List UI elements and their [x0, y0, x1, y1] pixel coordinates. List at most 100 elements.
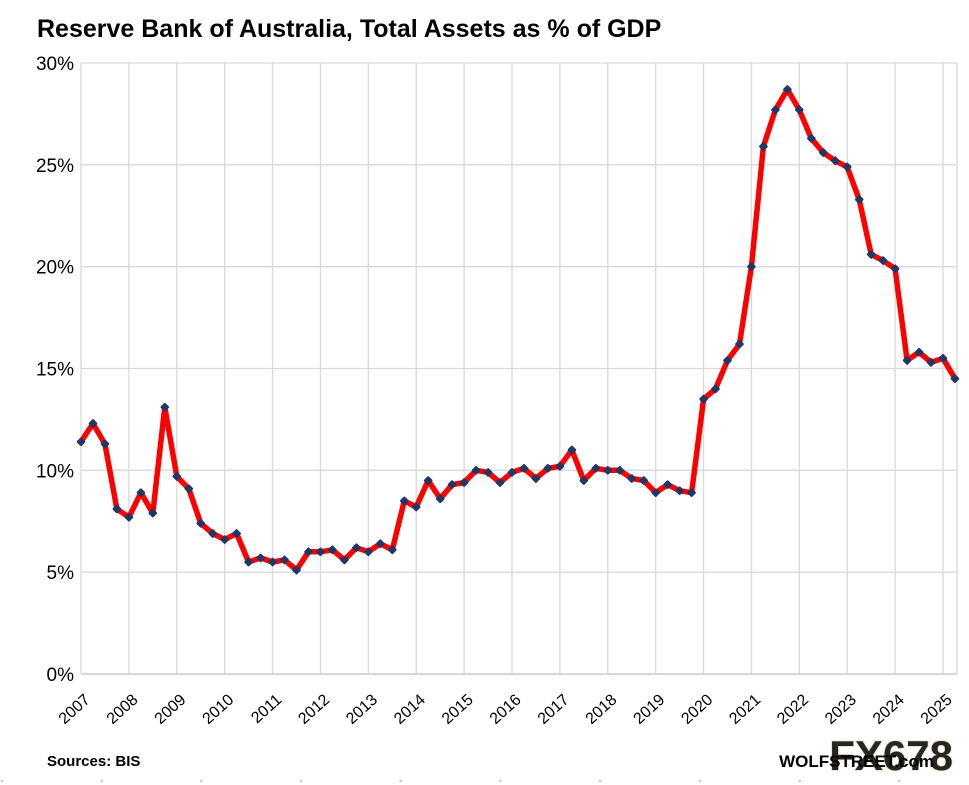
bottom-mark-dot — [299, 779, 303, 783]
data-point-marker — [543, 463, 553, 473]
x-tick-label: 2015 — [439, 691, 477, 728]
x-tick-label: 2017 — [535, 691, 573, 728]
data-point-marker — [555, 461, 565, 471]
y-tick-label: 5% — [47, 563, 75, 584]
bottom-mark-dot — [0, 779, 4, 783]
data-point-marker — [687, 488, 696, 498]
data-point-marker — [783, 85, 792, 94]
bottom-mark-dot — [200, 779, 203, 783]
data-point-marker — [938, 353, 948, 363]
data-point-marker — [507, 468, 517, 477]
branding-label: WOLFSTREET.com — [779, 752, 934, 771]
data-point-marker — [160, 402, 170, 412]
data-point-marker — [76, 437, 86, 447]
data-point-marker — [304, 547, 313, 557]
data-point-marker — [890, 264, 900, 274]
source-label: Sources: BIS — [47, 753, 140, 770]
data-point-marker — [399, 496, 409, 506]
data-point-marker — [136, 488, 146, 498]
data-point-marker — [950, 374, 960, 384]
data-line — [78, 86, 958, 573]
data-point-marker — [435, 494, 445, 504]
data-point-marker — [711, 384, 720, 394]
x-tick-label: 2012 — [295, 691, 333, 728]
data-point-marker — [172, 472, 182, 481]
data-series-layer — [76, 85, 960, 575]
x-tick-label: 2023 — [822, 691, 860, 728]
data-point-marker — [854, 195, 864, 204]
data-point-marker — [842, 162, 852, 172]
data-point-marker — [352, 543, 361, 553]
watermark-text: FX678 — [829, 732, 953, 779]
data-point-marker — [878, 256, 888, 265]
grid-layer — [80, 62, 958, 675]
bottom-tick-marks — [0, 779, 901, 783]
chart-title: Reserve Bank of Australia, Total Assets … — [37, 15, 661, 43]
data-point-marker — [567, 445, 577, 455]
data-point-marker — [818, 148, 828, 157]
data-point-marker — [184, 484, 194, 494]
data-point-marker — [447, 480, 457, 489]
bottom-mark-dot — [798, 779, 801, 783]
x-tick-label: 2009 — [152, 691, 190, 728]
bottom-mark-dot — [698, 779, 702, 783]
data-point-marker — [268, 557, 277, 567]
x-tick-label: 2024 — [870, 691, 908, 728]
x-tick-label: 2007 — [56, 691, 94, 728]
data-point-marker — [531, 474, 541, 483]
data-point-marker — [639, 476, 649, 485]
bottom-mark-dot — [897, 779, 901, 783]
data-point-marker — [759, 142, 768, 151]
data-point-marker — [375, 539, 385, 549]
data-point-marker — [914, 347, 924, 357]
y-tick-label: 0% — [47, 665, 75, 686]
bottom-mark-dot — [598, 779, 602, 783]
bottom-mark-dot — [399, 779, 403, 783]
data-point-marker — [100, 439, 110, 449]
data-point-marker — [926, 358, 936, 367]
data-point-marker — [627, 474, 637, 483]
data-point-marker — [196, 518, 206, 528]
x-tick-label: 2010 — [200, 691, 238, 728]
data-point-marker — [603, 465, 613, 475]
data-point-marker — [232, 529, 241, 538]
y-tick-label: 10% — [36, 461, 74, 482]
data-point-marker — [411, 502, 421, 512]
data-point-marker — [244, 557, 253, 567]
data-point-marker — [519, 463, 529, 473]
x-tick-label: 2016 — [487, 691, 525, 728]
data-point-marker — [902, 356, 912, 365]
data-point-marker — [723, 356, 732, 365]
data-point-marker — [651, 488, 661, 498]
data-point-marker — [471, 465, 481, 475]
data-point-marker — [830, 156, 840, 166]
data-point-marker — [735, 339, 744, 349]
data-point-marker — [280, 555, 289, 565]
data-point-marker — [591, 463, 601, 473]
x-tick-label: 2025 — [918, 691, 956, 728]
data-point-marker — [124, 512, 134, 522]
data-point-marker — [363, 547, 373, 557]
data-point-marker — [794, 105, 804, 115]
data-point-marker — [316, 547, 325, 557]
x-tick-label: 2020 — [678, 691, 716, 728]
data-point-marker — [292, 565, 301, 575]
x-tick-label: 2008 — [104, 691, 142, 728]
data-point-marker — [579, 476, 589, 485]
x-tick-label: 2019 — [631, 691, 669, 728]
data-point-marker — [806, 134, 816, 143]
y-tick-label: 20% — [36, 258, 74, 279]
data-point-marker — [112, 504, 122, 514]
data-point-marker — [866, 250, 876, 259]
data-point-marker — [615, 465, 625, 475]
data-point-marker — [495, 478, 505, 487]
y-axis-labels: 0% 5% 10% 15% 20% 25% 30% — [36, 54, 74, 686]
data-point-marker — [340, 555, 349, 565]
x-tick-label: 2014 — [391, 691, 429, 728]
data-point-marker — [328, 545, 337, 555]
data-point-marker — [771, 105, 780, 115]
data-point-marker — [256, 553, 265, 563]
data-point-marker — [88, 419, 98, 428]
data-point-marker — [387, 545, 397, 555]
